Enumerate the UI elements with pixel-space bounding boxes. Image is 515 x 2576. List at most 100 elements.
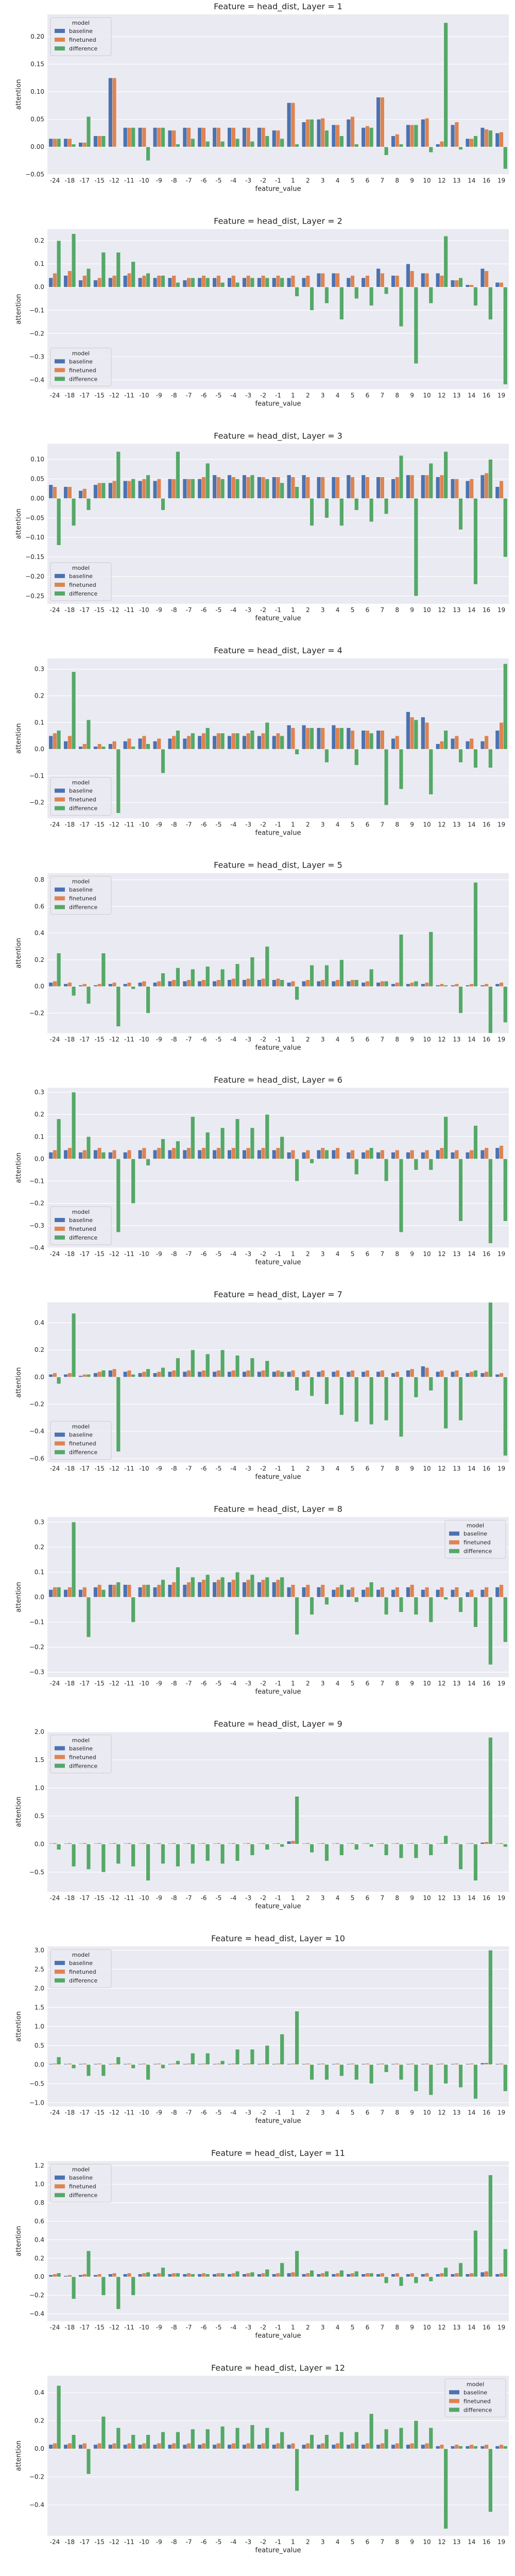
bar-finetuned bbox=[201, 733, 206, 750]
bar-baseline bbox=[93, 135, 98, 147]
x-tick-label: 7 bbox=[381, 1680, 385, 1687]
bar-finetuned bbox=[261, 127, 266, 147]
bar-baseline bbox=[287, 103, 291, 147]
x-tick-label: -8 bbox=[171, 1465, 177, 1472]
bar-finetuned bbox=[67, 1587, 72, 1598]
bar-baseline bbox=[123, 1584, 128, 1598]
bar-finetuned bbox=[171, 2063, 176, 2065]
bar-difference bbox=[250, 1574, 254, 1598]
x-tick-label: -17 bbox=[79, 1680, 90, 1687]
bar-baseline bbox=[108, 1843, 113, 1844]
bar-finetuned bbox=[469, 2444, 474, 2449]
bar-finetuned bbox=[469, 1842, 474, 1844]
bar-finetuned bbox=[290, 2272, 295, 2277]
bar-difference bbox=[473, 2446, 478, 2449]
y-tick-label: 0.0 bbox=[35, 1840, 44, 1848]
legend-swatch-difference bbox=[55, 1978, 65, 1983]
bar-difference bbox=[369, 1147, 374, 1159]
bar-difference bbox=[399, 1159, 403, 1233]
x-tick-label: -12 bbox=[109, 1894, 119, 1902]
legend-title: model bbox=[72, 2166, 90, 2173]
bar-finetuned bbox=[53, 981, 57, 987]
x-tick-label: 7 bbox=[381, 1036, 385, 1043]
bar-finetuned bbox=[439, 2273, 444, 2277]
bar-baseline bbox=[495, 730, 500, 750]
x-tick-label: -7 bbox=[186, 392, 192, 399]
x-tick-label: 9 bbox=[410, 177, 414, 184]
bar-baseline bbox=[436, 273, 440, 287]
bar-difference bbox=[503, 498, 508, 557]
bar-baseline bbox=[316, 2274, 321, 2277]
x-tick-label: -6 bbox=[200, 606, 207, 614]
x-tick-label: 14 bbox=[468, 1894, 475, 1902]
bar-finetuned bbox=[454, 1842, 459, 1844]
bar-difference bbox=[131, 261, 135, 287]
bar-difference bbox=[191, 138, 195, 147]
bar-baseline bbox=[421, 119, 425, 147]
bar-difference bbox=[443, 2064, 448, 2084]
bar-baseline bbox=[227, 2444, 232, 2449]
bar-baseline bbox=[376, 2444, 381, 2449]
x-tick-label: 4 bbox=[336, 177, 340, 184]
x-tick-label: -18 bbox=[65, 1680, 75, 1687]
bar-difference bbox=[161, 1367, 165, 1378]
bar-difference bbox=[235, 138, 240, 147]
bar-finetuned bbox=[171, 979, 176, 987]
bar-baseline bbox=[153, 1587, 158, 1598]
bar-finetuned bbox=[305, 979, 310, 987]
bar-finetuned bbox=[410, 2443, 415, 2449]
bar-difference bbox=[161, 1579, 165, 1598]
x-tick-label: -3 bbox=[245, 606, 251, 614]
legend-swatch-finetuned bbox=[55, 583, 65, 587]
y-axis-label: attention bbox=[15, 79, 23, 110]
bar-difference bbox=[131, 127, 135, 147]
bar-baseline bbox=[465, 985, 470, 987]
x-tick-label: -10 bbox=[139, 606, 149, 614]
x-tick-label: 3 bbox=[321, 2109, 325, 2116]
bar-difference bbox=[369, 2064, 374, 2084]
bar-baseline bbox=[391, 2444, 396, 2449]
x-tick-label: -7 bbox=[186, 2109, 192, 2116]
bar-difference bbox=[57, 138, 61, 147]
bar-finetuned bbox=[67, 486, 72, 499]
bar-baseline bbox=[167, 2444, 173, 2449]
bar-finetuned bbox=[410, 982, 415, 987]
bar-baseline bbox=[376, 477, 381, 499]
bar-finetuned bbox=[186, 127, 191, 147]
y-tick-label: 0.8 bbox=[35, 876, 44, 884]
x-tick-label: -3 bbox=[245, 2109, 251, 2116]
x-tick-label: 2 bbox=[306, 1250, 310, 1258]
legend-label-difference: difference bbox=[69, 590, 97, 597]
bar-finetuned bbox=[53, 273, 57, 287]
x-tick-label: 12 bbox=[438, 2324, 445, 2331]
x-tick-label: 12 bbox=[438, 1036, 445, 1043]
bar-finetuned bbox=[320, 727, 325, 750]
legend-swatch-baseline bbox=[449, 2390, 459, 2395]
bar-baseline bbox=[153, 1843, 158, 1844]
bar-finetuned bbox=[499, 282, 504, 287]
bar-baseline bbox=[123, 1152, 128, 1159]
x-tick-label: 1 bbox=[291, 1250, 295, 1258]
bar-finetuned bbox=[246, 2443, 251, 2449]
bar-baseline bbox=[361, 1371, 366, 1378]
bar-baseline bbox=[465, 481, 470, 499]
x-tick-label: 3 bbox=[321, 177, 325, 184]
chart-panel-4: Feature = head_dist, Layer = 4−0.2−0.10.… bbox=[15, 646, 509, 837]
bar-finetuned bbox=[410, 717, 415, 750]
legend-swatch-finetuned bbox=[55, 797, 65, 802]
bar-finetuned bbox=[82, 275, 87, 287]
x-tick-label: -15 bbox=[94, 1465, 105, 1472]
legend-swatch-baseline bbox=[55, 887, 65, 892]
bar-finetuned bbox=[410, 2063, 415, 2065]
y-axis-label: attention bbox=[15, 2226, 23, 2256]
bar-difference bbox=[324, 2271, 329, 2277]
bar-baseline bbox=[436, 1843, 440, 1844]
bar-baseline bbox=[302, 725, 306, 750]
bar-baseline bbox=[93, 484, 98, 499]
x-tick-label: -5 bbox=[215, 2109, 221, 2116]
bar-finetuned bbox=[335, 125, 340, 147]
bar-baseline bbox=[436, 2274, 440, 2277]
bar-baseline bbox=[108, 1152, 113, 1159]
bar-baseline bbox=[48, 1152, 53, 1159]
bar-baseline bbox=[361, 1589, 366, 1598]
